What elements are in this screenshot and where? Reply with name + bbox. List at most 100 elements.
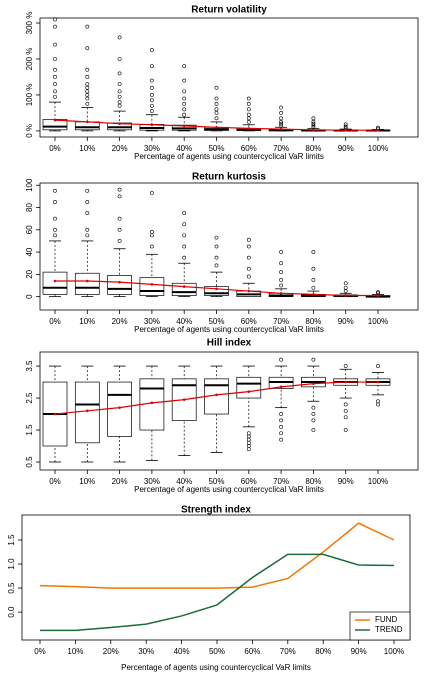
- outlier: [343, 408, 348, 413]
- outlier: [343, 122, 348, 127]
- outlier: [214, 255, 219, 260]
- x-tick-label: 30%: [144, 477, 160, 486]
- mean-point: [215, 287, 218, 291]
- outlier: [117, 194, 122, 199]
- outlier: [53, 89, 57, 94]
- x-tick-label: 70%: [273, 317, 289, 326]
- outlier: [182, 102, 187, 106]
- outlier: [246, 112, 251, 117]
- outlier: [376, 290, 380, 295]
- x-axis-label: Percentage of agents using countercyclic…: [134, 325, 324, 334]
- outlier: [311, 120, 316, 124]
- outlier: [149, 233, 154, 238]
- outlier: [182, 211, 187, 215]
- outlier: [279, 424, 284, 429]
- y-tick-label: 1.0: [7, 558, 16, 570]
- outlier: [279, 357, 284, 362]
- outlier: [214, 111, 219, 115]
- outlier: [311, 278, 316, 282]
- outlier: [246, 107, 251, 112]
- y-tick-label: 1.5: [25, 424, 34, 436]
- outlier: [117, 94, 122, 99]
- outlier: [311, 405, 316, 410]
- outlier: [85, 75, 90, 79]
- outlier: [246, 437, 251, 442]
- outlier: [117, 239, 122, 243]
- x-tick-label: 20%: [103, 647, 119, 656]
- outlier: [246, 244, 251, 249]
- outlier: [85, 24, 90, 29]
- outlier: [149, 98, 154, 103]
- x-tick-label: 50%: [208, 317, 224, 326]
- outlier: [246, 444, 251, 448]
- x-tick-label: 40%: [176, 317, 192, 326]
- outlier: [53, 17, 57, 22]
- x-axis-label: Percentage of agents using countercyclic…: [134, 152, 324, 161]
- outlier: [279, 278, 284, 282]
- outlier: [246, 102, 251, 106]
- outlier: [343, 124, 348, 129]
- y-tick-label: 3.5: [25, 360, 34, 372]
- outlier: [53, 67, 57, 72]
- mean-point: [215, 393, 218, 397]
- outlier: [311, 250, 316, 254]
- legend-box: [349, 611, 411, 641]
- legend-label: TREND: [375, 625, 403, 634]
- outlier: [279, 123, 284, 128]
- x-tick-label: 40%: [176, 144, 192, 153]
- mean-point: [53, 412, 57, 416]
- box: [74, 272, 100, 295]
- x-tick-label: 80%: [305, 317, 321, 326]
- outlier: [53, 233, 57, 238]
- outlier: [53, 42, 57, 47]
- x-tick-label: 80%: [315, 647, 331, 656]
- chart-title: Return volatility: [191, 5, 267, 16]
- outlier: [53, 188, 57, 193]
- outlier: [149, 191, 154, 195]
- legend-label: FUND: [375, 615, 397, 624]
- x-axis-label: Percentage of agents using countercyclic…: [134, 485, 324, 494]
- outlier: [117, 71, 122, 76]
- outlier: [246, 266, 251, 271]
- mean-point: [247, 289, 251, 293]
- outlier: [214, 96, 219, 101]
- x-tick-label: 90%: [338, 144, 354, 153]
- outlier: [279, 431, 284, 436]
- y-tick-label: 100: [25, 178, 34, 192]
- box: [107, 381, 132, 437]
- outlier: [117, 82, 122, 87]
- x-tick-label: 90%: [338, 317, 354, 326]
- outlier: [53, 57, 57, 61]
- box: [107, 275, 132, 295]
- mean-point: [150, 401, 154, 405]
- outlier: [149, 93, 154, 97]
- outlier: [246, 96, 251, 101]
- mean-point: [247, 390, 251, 393]
- box: [42, 271, 68, 295]
- y-tick-label: 40: [25, 247, 34, 256]
- box: [171, 282, 197, 296]
- x-tick-label: 100%: [368, 477, 388, 486]
- plot-frame: [39, 182, 419, 311]
- x-tick-label: 20%: [112, 144, 128, 153]
- outlier: [246, 274, 251, 279]
- y-tick-label: 2.5: [25, 392, 34, 404]
- x-tick-label: 50%: [208, 144, 224, 153]
- mean-point: [279, 385, 283, 389]
- outlier: [214, 244, 219, 249]
- outlier: [376, 399, 380, 404]
- outlier: [214, 107, 219, 112]
- outlier: [182, 255, 187, 260]
- x-tick-label: 30%: [138, 647, 154, 656]
- mean-point: [118, 280, 121, 284]
- x-tick-label: 50%: [209, 647, 225, 656]
- outlier: [117, 187, 122, 192]
- outlier: [149, 78, 154, 83]
- x-tick-label: 0%: [49, 144, 61, 153]
- mean-point: [247, 127, 251, 130]
- box: [139, 277, 165, 296]
- outlier: [311, 357, 316, 362]
- x-tick-label: 70%: [280, 647, 296, 656]
- mean-point: [279, 291, 283, 295]
